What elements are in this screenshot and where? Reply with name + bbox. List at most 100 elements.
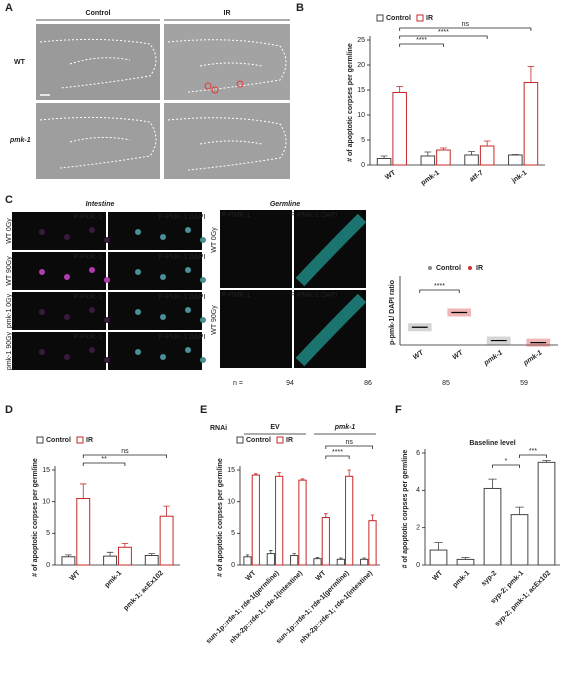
y-tick-label: 2 [416,525,420,532]
significance-bracket [419,289,460,293]
bar [508,154,523,166]
x-tick-label: pmk-1 [104,570,124,590]
significance-label: ns [345,439,353,446]
bar [313,558,322,566]
error-bar [488,478,497,489]
intestine-grid: WT 0Gy P-PMK-1 P-PMK-1 DAPI WT 90Gy P-PMK-1 P… [6,212,206,370]
bar [392,92,407,166]
error-bar [163,505,170,517]
row-label: pmk-1 [9,137,31,144]
significance-bracket [82,462,126,466]
error-bar [424,151,432,156]
y-axis-label: # of apoptotic corpses per germline [347,43,354,162]
significance-label: * [505,458,508,465]
error-bar [511,154,519,155]
legend-marker [36,436,44,444]
significance-label: **** [332,449,343,456]
bar [103,555,118,566]
channel-label: P-PMK-1 DAPI [159,254,206,261]
y-tick-label: 0 [416,562,420,569]
x-tick-label: pmk-1; acEx102 [123,570,165,612]
bar [429,549,448,566]
bar [345,475,354,566]
bar [275,475,284,566]
nucleus [104,317,110,323]
nucleus [104,357,110,363]
y-tick-label: 0 [46,562,50,569]
error-bar [324,513,328,518]
bar [456,558,475,566]
nucleus [104,277,110,283]
legend-marker [428,266,432,270]
bar [436,149,451,166]
group-label: pmk-1 [334,424,356,431]
panel-label: F [395,404,402,416]
row-label: pmk-1 0Gy [6,293,13,328]
n-prefix: n = [233,380,243,387]
error-bar [245,554,250,557]
y-tick-label: 15 [357,87,365,94]
significance-bracket [399,27,532,31]
significance-label: ** [101,456,107,463]
error-bar [65,554,72,557]
legend-label: IR [286,437,293,444]
significance-bracket [519,454,547,458]
y-tick-label: 10 [357,112,365,119]
error-bar [434,542,443,551]
y-tick-label: 15 [227,467,235,474]
nucleus [39,349,45,355]
row-label: WT 90Gy [6,256,13,286]
y-tick-label: 20 [357,62,365,69]
nucleus [135,349,141,355]
micrograph [36,103,160,179]
column-label: Control [86,10,111,17]
error-bar [468,151,475,155]
nucleus [185,267,191,273]
y-tick-label: 0 [361,162,365,169]
x-tick-label: WT [315,569,328,582]
panel-label: B [296,2,304,14]
channel-label: P-PMK-1 [74,214,103,221]
bar [510,514,529,566]
x-tick-label: pmk-1 [522,349,544,367]
n-label: 85 [442,380,450,387]
significance-bracket [325,445,373,449]
bar [117,546,132,566]
germline-grid: WT 0Gy P-PMK-1 P-PMK-1 DAPI WT 90Gy P-PMK-1 P… [211,210,367,368]
group-title: RNAi [210,425,227,432]
column-label: IR [224,10,231,17]
error-bar [370,514,375,521]
micrograph [220,210,292,288]
y-tick-label: 4 [416,487,420,494]
error-bar [339,557,343,560]
nucleus [160,274,166,280]
bar [76,498,91,566]
legend-marker [416,14,424,22]
y-tick-label: 5 [361,137,365,144]
channel-label: P-PMK-1 DAPI [291,292,338,299]
nucleus [39,229,45,235]
y-axis-label: # of apoptotic corpses per germline [402,450,409,569]
section-title: Intestine [86,201,115,208]
channel-label: P-PMK-1 [74,334,103,341]
bar [336,558,345,566]
legend-label: IR [86,437,93,444]
nucleus [135,229,141,235]
channel-label: P-PMK-1 [74,294,103,301]
x-tick-label: pmk-1 [452,570,472,590]
row-label: pmk-1 90Gy [6,331,13,370]
x-tick-label: atf-7 [468,169,484,183]
significance-label: ns [462,21,470,28]
nucleus [200,357,206,363]
nucleus [135,269,141,275]
error-bar [292,553,296,556]
legend-label: Control [386,15,411,22]
legend-label: Control [46,437,71,444]
legend-marker [236,436,244,444]
chart-title: Baseline level [469,440,515,447]
germline-stain [295,293,367,367]
channel-label: P-PMK-1 DAPI [159,294,206,301]
x-tick-label: jnk-1 [510,169,528,185]
nucleus [160,234,166,240]
